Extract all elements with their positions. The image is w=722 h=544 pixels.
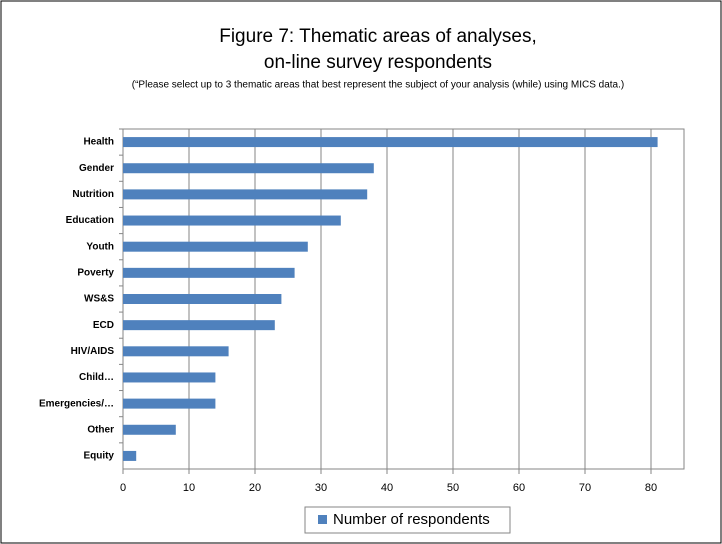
y-tick-label: Youth xyxy=(86,241,114,252)
x-tick-label: 60 xyxy=(513,482,525,494)
y-tick-label: Equity xyxy=(83,451,114,462)
y-tick-label: Gender xyxy=(79,163,114,174)
bar xyxy=(123,267,295,278)
bar xyxy=(123,189,368,200)
y-tick-label: Nutrition xyxy=(72,189,114,200)
chart-subtitle: (“Please select up to 3 thematic areas t… xyxy=(132,80,624,91)
bar xyxy=(123,450,137,461)
bar xyxy=(123,398,216,409)
chart-title: on-line survey respondents xyxy=(264,52,492,73)
y-tick-label: Health xyxy=(83,137,114,148)
bar xyxy=(123,294,282,304)
y-tick-label: Child… xyxy=(79,372,114,383)
x-tick-label: 10 xyxy=(183,482,195,494)
x-tick-label: 30 xyxy=(315,482,327,494)
x-tick-label: 0 xyxy=(120,482,126,494)
bar xyxy=(123,137,658,148)
chart-title: Figure 7: Thematic areas of analyses, xyxy=(219,26,537,47)
bar xyxy=(123,320,275,331)
y-tick-label: WS&S xyxy=(84,294,114,305)
y-tick-label: Poverty xyxy=(77,267,114,278)
bar xyxy=(123,215,341,226)
x-tick-label: 20 xyxy=(249,482,261,494)
bar xyxy=(123,424,176,435)
bar xyxy=(123,372,216,383)
x-tick-label: 70 xyxy=(579,482,591,494)
y-tick-label: ECD xyxy=(93,320,114,331)
x-tick-label: 50 xyxy=(447,482,459,494)
y-tick-label: Emergencies/… xyxy=(39,398,114,409)
y-tick-label: HIV/AIDS xyxy=(71,346,115,357)
legend-box xyxy=(304,506,511,534)
y-tick-label: Education xyxy=(66,215,114,226)
bar xyxy=(123,163,374,174)
legend-swatch xyxy=(318,515,327,524)
legend-label: Number of respondents xyxy=(333,511,490,528)
bar xyxy=(123,241,308,252)
y-tick-label: Other xyxy=(87,424,114,435)
x-tick-label: 80 xyxy=(645,482,657,494)
bar xyxy=(123,346,229,357)
x-tick-label: 40 xyxy=(381,482,393,494)
